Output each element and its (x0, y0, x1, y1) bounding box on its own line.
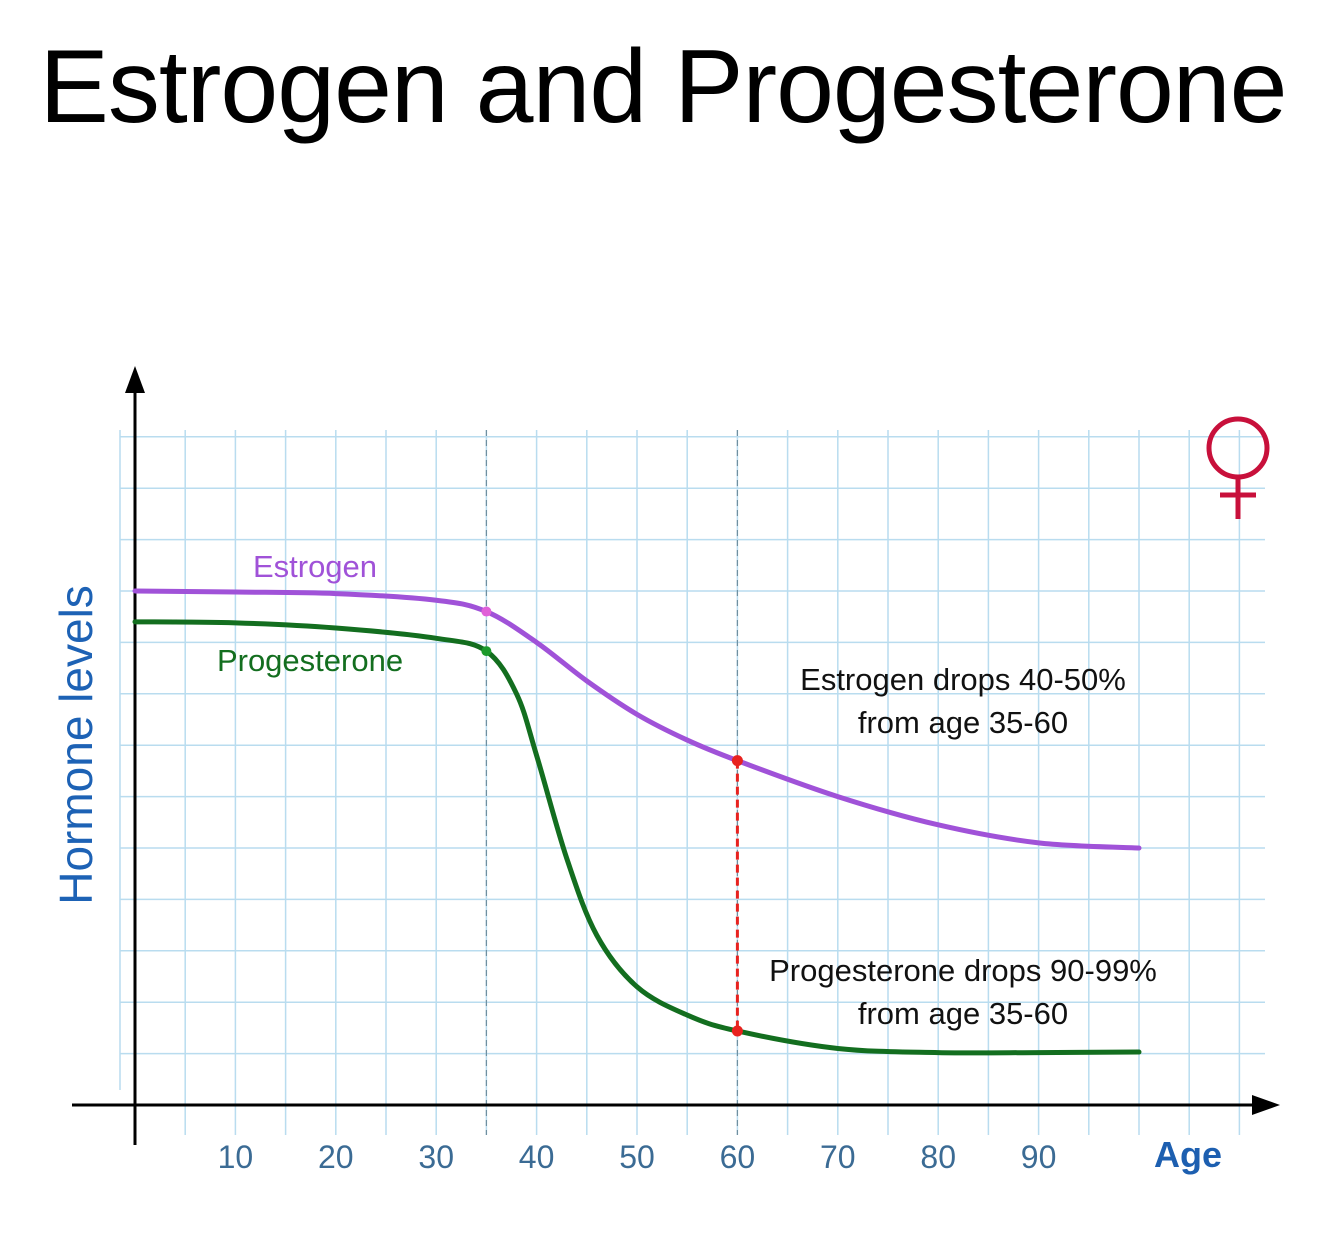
grid (119, 430, 1265, 1135)
annotation-progesterone-line1: Progesterone drops 90-99% (769, 953, 1157, 988)
x-tick-label: 30 (418, 1139, 454, 1175)
point-estrogen-age-60 (731, 755, 743, 767)
legend-progesterone: Progesterone (217, 643, 403, 678)
annotation-progesterone-line2: from age 35-60 (858, 996, 1068, 1031)
axes (72, 366, 1280, 1145)
legend-estrogen: Estrogen (253, 549, 377, 584)
x-axis-arrow-icon (1252, 1095, 1280, 1115)
point-progesterone-age-60 (731, 1025, 743, 1037)
x-tick-label: 10 (218, 1139, 254, 1175)
chart-title: Estrogen and Progesterone (39, 29, 1288, 145)
annotation-estrogen-line2: from age 35-60 (858, 705, 1068, 740)
series-line-estrogen (132, 588, 1142, 851)
series-line-progesterone (132, 619, 1142, 1056)
x-tick-label: 60 (720, 1139, 756, 1175)
x-tick-label: 70 (820, 1139, 856, 1175)
y-axis-arrow-icon (125, 366, 145, 393)
x-tick-label: 50 (619, 1139, 655, 1175)
y-axis-label: Hormone levels (50, 585, 102, 905)
point-progesterone-age-35 (481, 646, 492, 657)
x-tick-label: 90 (1021, 1139, 1057, 1175)
annotation-estrogen-line1: Estrogen drops 40-50% (800, 662, 1126, 697)
female-symbol-icon (1206, 416, 1270, 519)
x-tick-label: 40 (519, 1139, 555, 1175)
x-tick-label: 20 (318, 1139, 354, 1175)
x-axis-label: Age (1154, 1134, 1222, 1175)
point-estrogen-age-35 (481, 606, 492, 617)
x-tick-label: 80 (920, 1139, 956, 1175)
